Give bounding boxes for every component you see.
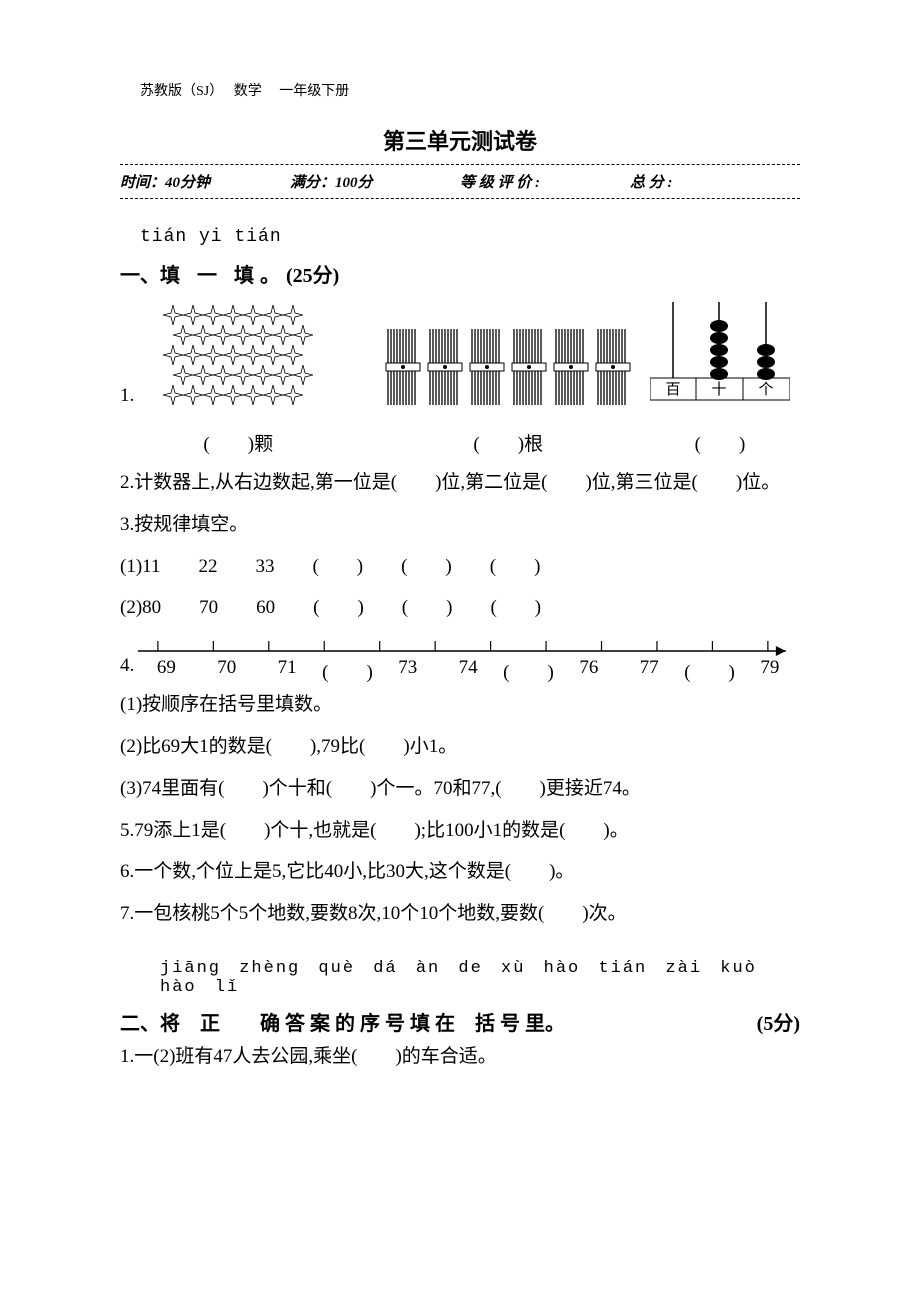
info-grade: 等 级 评 价 :	[460, 171, 630, 192]
sticks-caption: ( )根	[473, 429, 543, 456]
abacus-caption: ( )	[695, 429, 746, 456]
q1-sticks-cell	[378, 327, 638, 407]
sec2-pts: (5分)	[757, 1007, 800, 1036]
svg-text:十: 十	[711, 381, 726, 398]
book-reference: 苏教版（SJ） 数学 一年级下册	[140, 80, 800, 100]
info-bar: 时间：40分钟 满分：100分 等 级 评 价 : 总 分 :	[120, 164, 800, 199]
q6: 6.一个数,个位上是5,它比40小,比30大,这个数是( )。	[120, 851, 800, 893]
subject: 数学	[234, 84, 262, 99]
sec2-pre: 二、	[120, 1013, 160, 1035]
numberline-label: ( )	[498, 657, 558, 684]
stars-caption: ( )颗	[203, 429, 273, 456]
numberline-label: 73	[378, 657, 438, 684]
q4-number: 4.	[120, 655, 134, 677]
q4-sub3: (3)74里面有( )个十和( )个一。70和77,( )更接近74。	[120, 768, 800, 810]
q4-numberline: 4. 697071( )7374( )7677( )79	[120, 629, 800, 684]
stars-grid	[163, 305, 313, 405]
q2: 2.计数器上,从右边数起,第一位是( )位,第二位是( )位,第三位是( )位。	[120, 462, 800, 504]
section1-pinyin: tián yi tián	[140, 227, 800, 247]
numberline-label: 77	[619, 657, 679, 684]
numberline-svg	[136, 629, 800, 659]
q4-sub1: (1)按顺序在括号里填数。	[120, 684, 800, 726]
q1-number: 1.	[120, 385, 134, 407]
numberline-label: ( )	[679, 657, 739, 684]
sec2-chars: 将 正 确 答 案 的 序 号 填 在 括 号 里。	[160, 1013, 565, 1035]
sec1-pre: 一、	[120, 265, 160, 287]
svg-text:百: 百	[665, 382, 680, 398]
numberline-labels: 697071( )7374( )7677( )79	[136, 657, 800, 684]
info-time: 时间：40分钟	[120, 171, 290, 192]
numberline-label: 71	[257, 657, 317, 684]
numberline-label: 74	[438, 657, 498, 684]
abacus: 百 十 个	[650, 302, 790, 407]
numberline-label: 69	[136, 657, 196, 684]
grade: 一年级下册	[279, 84, 349, 99]
q1-captions: 1. ( )颗 ( )根 ( )	[120, 413, 800, 456]
numberline-label: 76	[559, 657, 619, 684]
page-title: 第三单元测试卷	[120, 124, 800, 156]
sec1-pts: (25分)	[286, 265, 339, 287]
section1-heading: 一、填 一 填。(25分)	[120, 259, 800, 288]
sec1-chars: 填 一 填。	[160, 265, 286, 287]
section2-pinyin: jiāng zhèng què dá àn de xù hào tián zài…	[160, 959, 800, 997]
abacus-svg: 百 十 个	[650, 302, 790, 402]
q1-stars-cell	[138, 305, 338, 407]
info-total: 总 分 :	[630, 171, 800, 192]
numberline-label: 70	[197, 657, 257, 684]
q3-row2: (2)80 70 60 ( ) ( ) ( )	[120, 587, 800, 629]
q3-row1: (1)11 22 33 ( ) ( ) ( )	[120, 546, 800, 588]
section2-heading: 二、将 正 确 答 案 的 序 号 填 在 括 号 里。 (5分)	[120, 1007, 800, 1036]
sticks-row	[385, 327, 631, 407]
q5: 5.79添上1是( )个十,也就是( );比100小1的数是( )。	[120, 810, 800, 852]
q1-abacus-cell: 百 十 个	[640, 302, 800, 407]
info-full: 满分：100分	[290, 171, 460, 192]
q7: 7.一包核桃5个5个地数,要数8次,10个10个地数,要数( )次。	[120, 893, 800, 935]
q4-sub2: (2)比69大1的数是( ),79比( )小1。	[120, 726, 800, 768]
publisher: 苏教版（SJ）	[140, 84, 216, 99]
numberline-label: ( )	[317, 657, 377, 684]
q1-row: 1. 百 十 个	[120, 302, 800, 407]
q3-head: 3.按规律填空。	[120, 504, 800, 546]
numberline-label: 79	[740, 657, 800, 684]
sec2-q1: 1.一(2)班有47人去公园,乘坐( )的车合适。	[120, 1036, 800, 1078]
svg-text:个: 个	[758, 381, 773, 398]
